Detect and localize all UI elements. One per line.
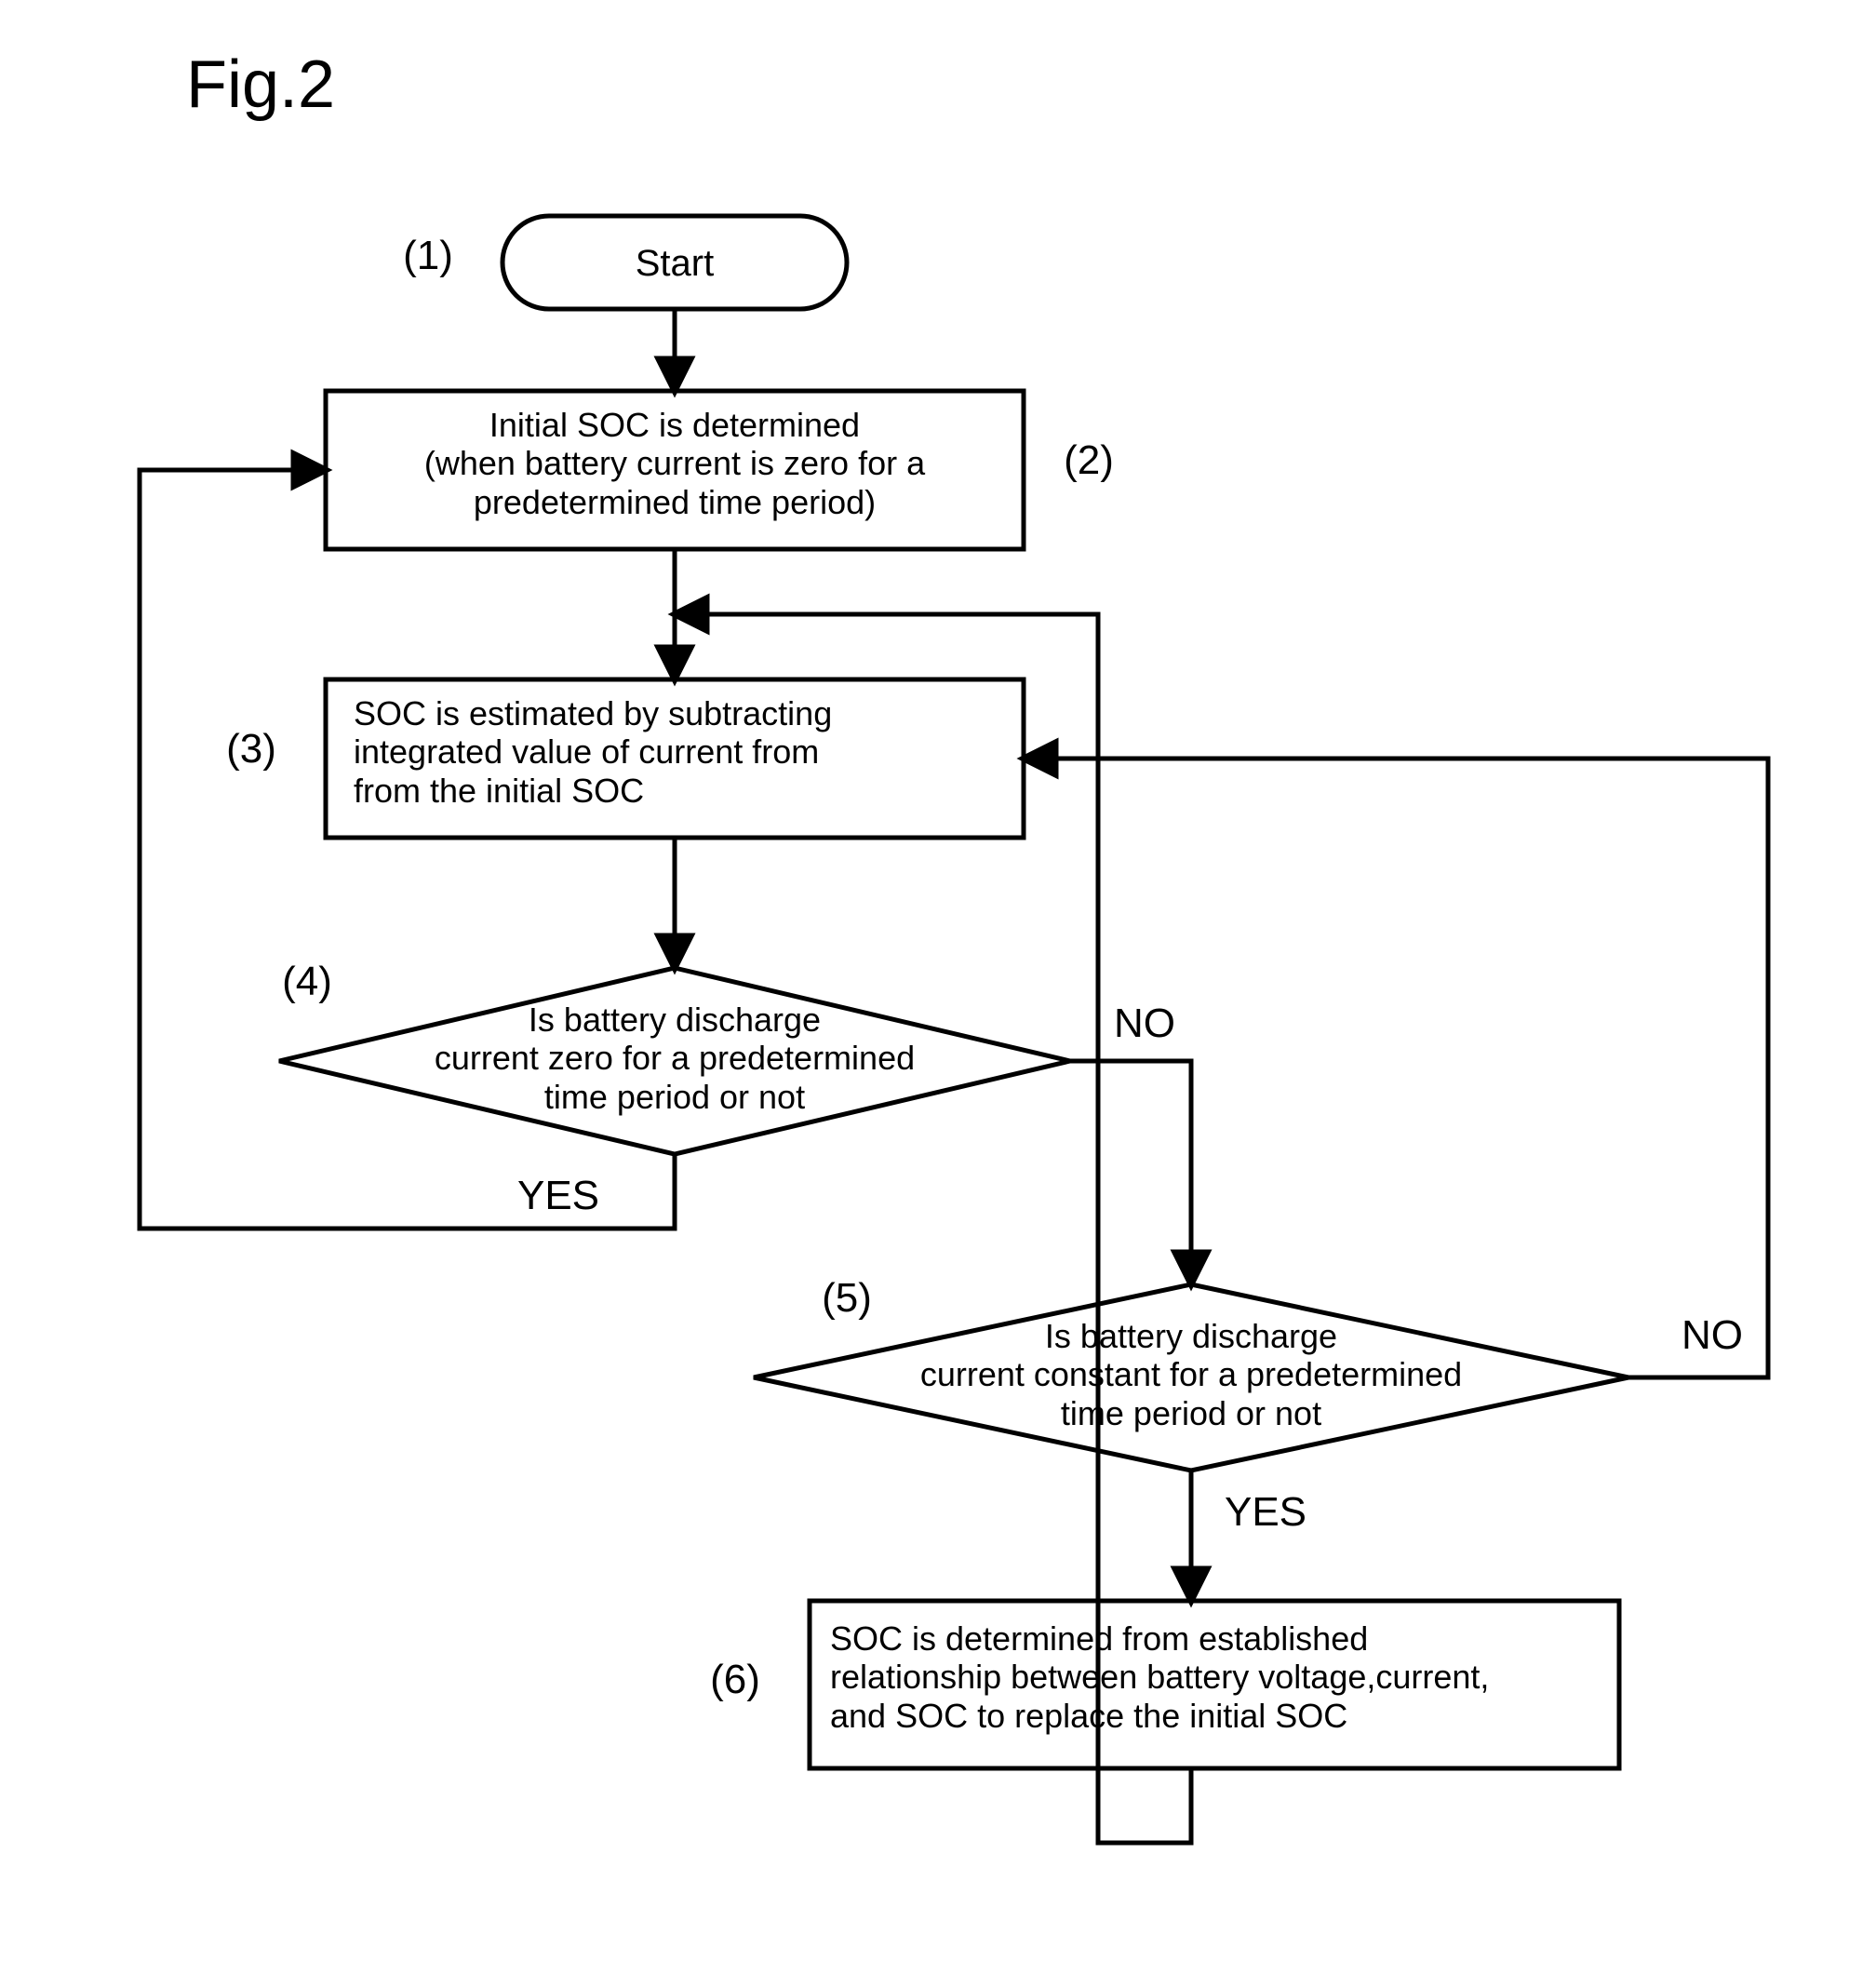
estimate-soc-line3: from the initial SOC bbox=[354, 772, 1033, 810]
yes-label-2: YES bbox=[1210, 1489, 1321, 1536]
decision-zero-line2: current zero for a predetermined bbox=[372, 1039, 977, 1077]
soc-determined-line2: relationship between battery voltage,cur… bbox=[830, 1658, 1621, 1696]
start-text-line: Start bbox=[636, 243, 714, 284]
yes-label-1: YES bbox=[502, 1173, 614, 1219]
label-5: (5) bbox=[810, 1275, 884, 1322]
label-2: (2) bbox=[1052, 437, 1126, 484]
no-label-1: NO bbox=[1098, 1001, 1191, 1047]
label-3: (3) bbox=[214, 726, 288, 772]
init-soc-line1: Initial SOC is determined bbox=[326, 406, 1024, 444]
label-6: (6) bbox=[698, 1657, 772, 1703]
label-4: (4) bbox=[270, 959, 344, 1005]
estimate-soc-line1: SOC is estimated by subtracting bbox=[354, 694, 1033, 732]
decision-constant-line1: Is battery discharge bbox=[856, 1317, 1526, 1355]
soc-determined-line1: SOC is determined from established bbox=[830, 1619, 1621, 1658]
start-text: Start bbox=[502, 242, 847, 285]
estimate-soc-text: SOC is estimated by subtracting integrat… bbox=[335, 694, 1033, 810]
decision-zero-line1: Is battery discharge bbox=[372, 1001, 977, 1039]
no-label-2: NO bbox=[1666, 1312, 1759, 1359]
label-1: (1) bbox=[391, 233, 465, 279]
soc-determined-line3: and SOC to replace the initial SOC bbox=[830, 1697, 1621, 1735]
decision-constant-text: Is battery discharge current constant fo… bbox=[856, 1317, 1526, 1432]
decision-constant-line3: time period or not bbox=[856, 1394, 1526, 1432]
decision-constant-line2: current constant for a predetermined bbox=[856, 1355, 1526, 1393]
init-soc-line2: (when battery current is zero for a bbox=[326, 444, 1024, 482]
init-soc-text: Initial SOC is determined (when battery … bbox=[326, 406, 1024, 521]
estimate-soc-line2: integrated value of current from bbox=[354, 732, 1033, 771]
decision-zero-text: Is battery discharge current zero for a … bbox=[372, 1001, 977, 1116]
soc-determined-text: SOC is determined from established relat… bbox=[819, 1619, 1621, 1735]
decision-zero-line3: time period or not bbox=[372, 1078, 977, 1116]
init-soc-line3: predetermined time period) bbox=[326, 483, 1024, 521]
